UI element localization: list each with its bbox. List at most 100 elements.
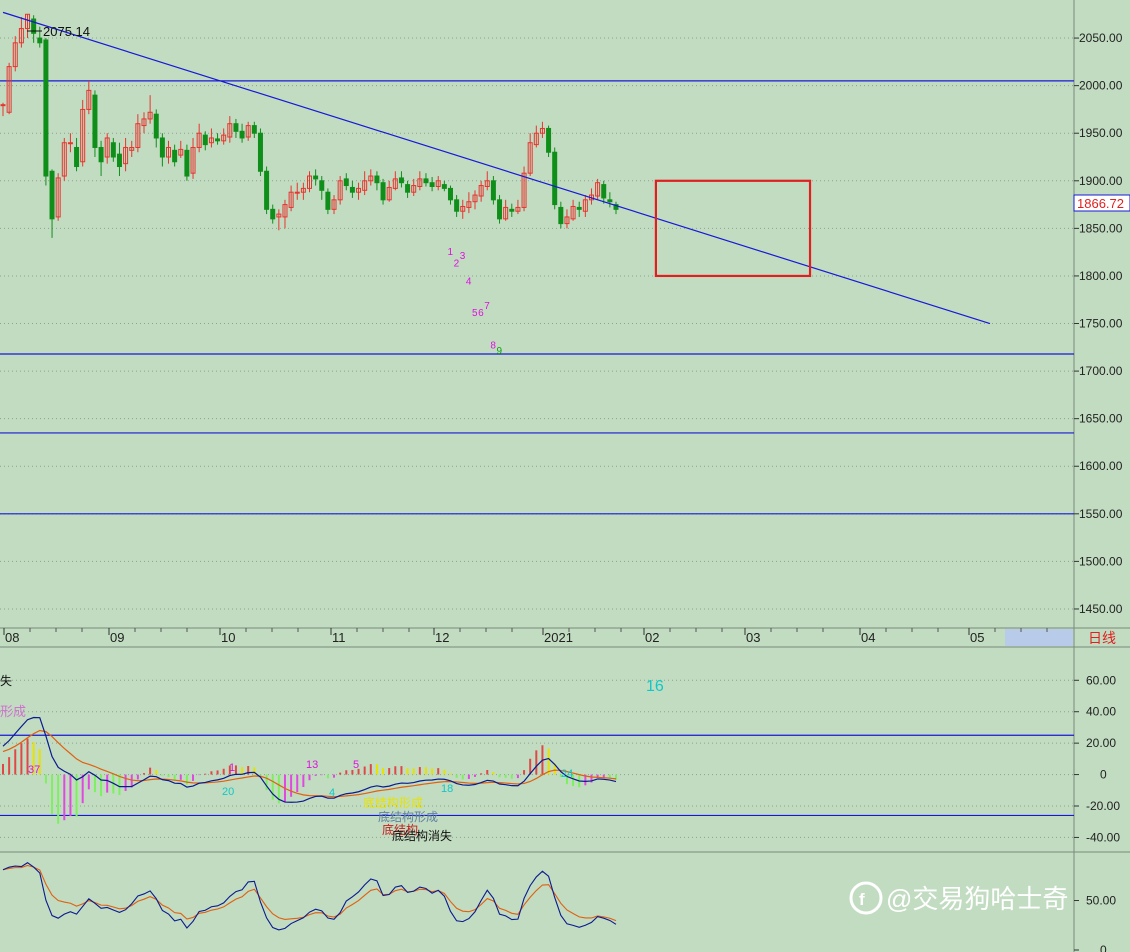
- candle-up: [208, 137, 214, 144]
- candle-up: [221, 134, 227, 142]
- candle-down: [270, 208, 276, 220]
- candle-down: [546, 127, 552, 153]
- candle-down: [325, 191, 331, 210]
- candle-up: [368, 175, 374, 182]
- trendline: [2, 11, 991, 325]
- last-price-tag: 1866.72: [1073, 194, 1130, 212]
- candle-up: [539, 127, 545, 134]
- price-tick-label: 1900.00: [1079, 174, 1123, 188]
- candle-down: [613, 204, 619, 210]
- price-tick-label: 1450.00: [1079, 602, 1123, 616]
- macd-annotation-yellow: 底结构形成: [363, 795, 423, 810]
- price-tick-label: 2000.00: [1079, 79, 1123, 93]
- candle-up: [190, 146, 196, 174]
- candle-up: [460, 205, 466, 212]
- candle-up: [147, 111, 153, 120]
- price-tick-label: 1800.00: [1079, 269, 1123, 283]
- td-count-1: 1: [447, 247, 453, 258]
- candle-up: [0, 104, 6, 107]
- candle-down: [92, 94, 98, 148]
- td-count-8: 8: [490, 340, 496, 351]
- time-tick-label: 04: [861, 630, 875, 645]
- macd-tick-label: -20.00: [1086, 799, 1120, 813]
- candle-up: [484, 180, 490, 187]
- candle-up: [564, 216, 570, 225]
- macd-count-18: 18: [441, 783, 453, 795]
- candle-down: [398, 177, 404, 184]
- candle-up: [12, 42, 18, 68]
- candle-down: [405, 184, 411, 193]
- candle-down: [264, 170, 270, 210]
- candle-up: [227, 123, 233, 138]
- time-tick-label: 02: [645, 630, 659, 645]
- candle-down: [153, 113, 159, 139]
- high-annotation: 2075.14: [43, 24, 90, 39]
- candle-down: [319, 180, 325, 191]
- macd-tick-label: 0: [1100, 768, 1107, 782]
- candle-up: [196, 132, 202, 148]
- td-count-6: 6: [478, 308, 484, 319]
- td-count-4: 4: [466, 277, 472, 288]
- candle-down: [202, 134, 208, 146]
- td-count-9: 9: [497, 346, 503, 357]
- candle-down: [490, 180, 496, 201]
- macd-annotation-formed: 形成: [0, 704, 26, 719]
- time-tick-label: 08: [5, 630, 19, 645]
- candle-up: [25, 13, 31, 30]
- highlight-box-rect: [654, 179, 812, 278]
- osc-tick-label: 50.00: [1086, 894, 1116, 908]
- candlesticks: [0, 13, 619, 238]
- price-tick-label: 1700.00: [1079, 364, 1123, 378]
- candle-up: [337, 180, 343, 201]
- macd-axis: 60.00 40.00 20.00 0 -20.00 -40.00: [1074, 673, 1120, 844]
- macd-dea-line: [2, 729, 617, 798]
- watermark-logo-icon: [849, 881, 883, 915]
- macd-histogram: [2, 738, 617, 824]
- macd-tick-label: -40.00: [1086, 830, 1120, 844]
- oscillator-axis: 50.00 0: [1074, 894, 1116, 952]
- price-tick-label: 1600.00: [1079, 459, 1123, 473]
- horizontal-levels: [0, 80, 1074, 515]
- macd-tick-label: 40.00: [1086, 705, 1116, 719]
- candle-up: [478, 185, 484, 197]
- svg-text:f: f: [859, 890, 865, 909]
- candle-up: [245, 125, 251, 138]
- candle-up: [356, 187, 362, 193]
- candle-down: [576, 206, 582, 210]
- trendline-path: [2, 11, 991, 325]
- candle-down: [37, 37, 43, 44]
- candle-down: [374, 175, 380, 184]
- candle-down: [454, 199, 460, 212]
- td-count-5: 5: [472, 308, 478, 319]
- macd-annotations: 失 形成 37 1 13 5 20 4 18 24 16 底结构形成 底结构形成…: [0, 673, 664, 843]
- time-tick-label: 11: [332, 630, 346, 645]
- candle-up: [527, 142, 533, 174]
- candle-down: [31, 18, 37, 34]
- candle-up: [533, 132, 539, 146]
- candle-down: [423, 178, 429, 184]
- time-tick-label: 09: [110, 630, 124, 645]
- macd-annotation-lost: 失: [0, 673, 12, 688]
- highlight-box: [654, 179, 812, 278]
- candle-up: [129, 146, 135, 151]
- candle-up: [294, 191, 300, 194]
- candle-up: [67, 142, 73, 145]
- candle-down: [313, 175, 319, 180]
- macd-dif-line: [2, 716, 617, 803]
- price-tick-label: 1750.00: [1079, 317, 1123, 331]
- price-tick-label: 1550.00: [1079, 507, 1123, 521]
- candle-up: [582, 199, 588, 212]
- candle-down: [172, 149, 178, 163]
- candle-up: [288, 191, 294, 208]
- candle-down: [159, 137, 165, 158]
- candle-down: [558, 206, 564, 225]
- candle-down: [110, 142, 116, 158]
- macd-annotation-red: 底结构: [382, 822, 418, 837]
- candle-up: [307, 175, 312, 189]
- time-tick-label: 05: [970, 630, 984, 645]
- price-tick-label: 1850.00: [1079, 221, 1123, 235]
- candle-up: [435, 180, 441, 187]
- price-axis: 2050.00 2000.00 1950.00 1900.00 1850.00 1800.…: [1074, 31, 1123, 616]
